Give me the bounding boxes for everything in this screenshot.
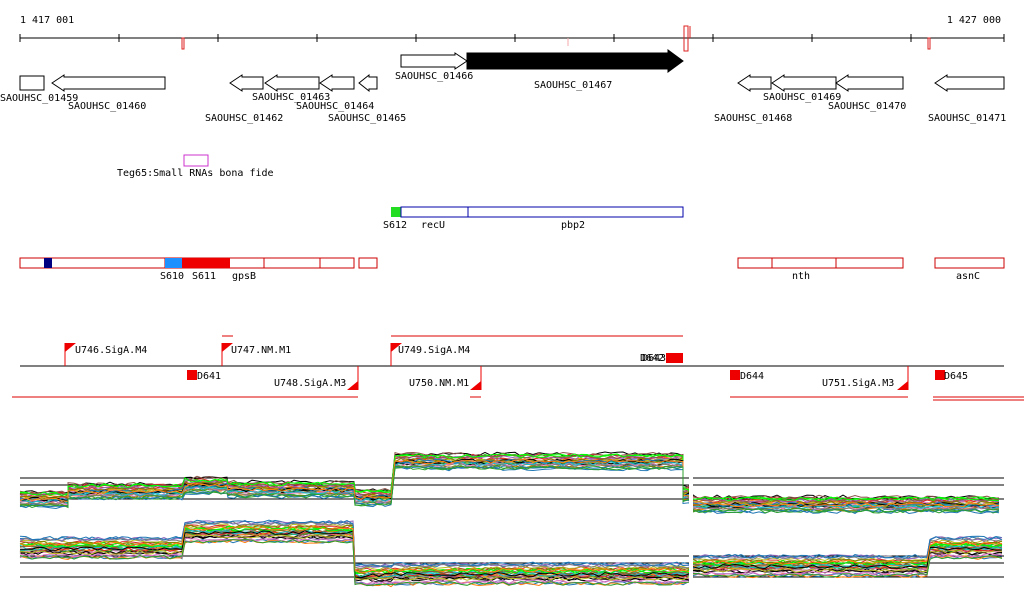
operon-track-red: S610 S611 gpsB nth asnC [19,257,1005,282]
expression-trace [20,530,1003,578]
gene-label: SAOUHSC_01466 [395,71,473,82]
operon-segment[interactable] [358,257,378,269]
operon-label: S611 [192,271,216,282]
gene-label: SAOUHSC_01459 [0,93,78,104]
gene-label: SAOUHSC_01462 [205,113,283,124]
expression-traces [19,519,1003,588]
promoter-label: U748.SigA.M3 [274,378,346,389]
expression-trace [19,459,1000,508]
expression-trace [19,519,1003,568]
gene-arrow[interactable] [771,74,837,92]
terminator-label: D642 [640,353,664,364]
regulation-track: U746.SigA.M4 U747.NM.M1 U749.SigA.M4 U74… [12,335,1024,401]
expression-trace [19,538,1003,587]
promoter-flag[interactable] [897,381,908,390]
operon-segment[interactable] [771,257,837,269]
gene-arrow[interactable] [19,75,45,91]
expression-trace [19,534,1003,581]
gene-label: SAOUHSC_01465 [328,113,406,124]
operon-track-blue: S612 recU pbp2 [383,206,684,231]
ruler-red-marks [181,25,931,52]
gene-arrow[interactable] [229,74,264,92]
gene-label: SAOUHSC_01471 [928,113,1006,124]
operon-label: pbp2 [561,220,585,231]
terminator-label: D641 [197,371,221,382]
operon-marker[interactable] [182,258,230,268]
promoter-label: U746.SigA.M4 [75,345,147,356]
gene-arrow[interactable] [319,74,355,92]
operon-segment[interactable] [400,206,469,218]
terminator-label: D643 [642,353,666,364]
gene-arrow[interactable] [400,52,468,70]
terminator-marks [187,353,945,380]
operon-segment[interactable] [319,257,355,269]
promoter-flag[interactable] [347,381,358,390]
promoter-flag[interactable] [470,381,481,390]
operon-label: gpsB [232,271,256,282]
expression-panel-forward [19,451,1004,515]
gene-label: SAOUHSC_01463 [252,92,330,103]
expression-trace [19,461,1000,510]
gene-arrow-filled[interactable] [466,49,684,73]
expression-traces [19,451,1000,515]
gene-track: SAOUHSC_01459 SAOUHSC_01460 SAOUHSC_0146… [0,49,1006,124]
promoter-flag[interactable] [391,343,402,352]
expression-panel-reverse [19,519,1004,588]
expression-trace [19,465,1000,514]
ruler-ticks [19,34,1005,42]
operon-segment[interactable] [934,257,1005,269]
operon-label: recU [421,220,445,231]
gene-arrow[interactable] [835,74,904,92]
ruler-start-label: 1 417 001 [20,15,74,26]
operon-segment[interactable] [835,257,904,269]
operon-label: nth [792,271,810,282]
gene-label: SAOUHSC_01468 [714,113,792,124]
small-rna-track: Teg65:Small RNAs bona fide [117,154,274,179]
gene-arrow[interactable] [264,74,320,92]
gene-label: SAOUHSC_01464 [296,101,374,112]
promoter-label: U751.SigA.M3 [822,378,894,389]
gene-arrow[interactable] [51,74,166,92]
operon-marker[interactable] [44,258,52,268]
gene-label: SAOUHSC_01460 [68,101,146,112]
small-rna-label: Teg65:Small RNAs bona fide [117,168,274,179]
terminator-mark[interactable] [935,370,945,380]
operon-marker[interactable] [391,207,401,217]
terminator-mark[interactable] [666,353,683,363]
promoter-label: U747.NM.M1 [231,345,291,356]
gene-arrow[interactable] [934,74,1005,92]
operon-label: asnC [956,271,980,282]
operon-segment[interactable] [19,257,166,269]
expression-gap [689,440,693,600]
transcript-lines [12,335,1024,401]
expression-trace [19,525,1003,574]
promoter-label: U749.SigA.M4 [398,345,470,356]
gene-arrow[interactable] [358,73,378,93]
expression-trace [19,453,1000,502]
promoter-label: U750.NM.M1 [409,378,469,389]
operon-marker[interactable] [165,258,182,268]
gene-label: SAOUHSC_01470 [828,101,906,112]
promoter-flags [64,343,909,390]
operon-segment[interactable] [737,257,773,269]
operon-label: S612 [383,220,407,231]
terminator-label: D645 [944,371,968,382]
operon-segment[interactable] [467,206,684,218]
operon-label: S610 [160,271,184,282]
gene-arrow[interactable] [737,74,772,92]
terminator-mark[interactable] [730,370,740,380]
ruler-end-label: 1 427 000 [947,15,1001,26]
operon-segment[interactable] [263,257,321,269]
terminator-label: D644 [740,371,764,382]
gene-label: SAOUHSC_01467 [534,80,612,91]
position-ruler: 1 417 001 1 427 000 [19,15,1005,52]
gene-label: SAOUHSC_01469 [763,92,841,103]
promoter-flag[interactable] [65,343,76,352]
terminator-mark[interactable] [187,370,197,380]
small-rna-box[interactable] [183,154,209,167]
promoter-flag[interactable] [222,343,233,352]
